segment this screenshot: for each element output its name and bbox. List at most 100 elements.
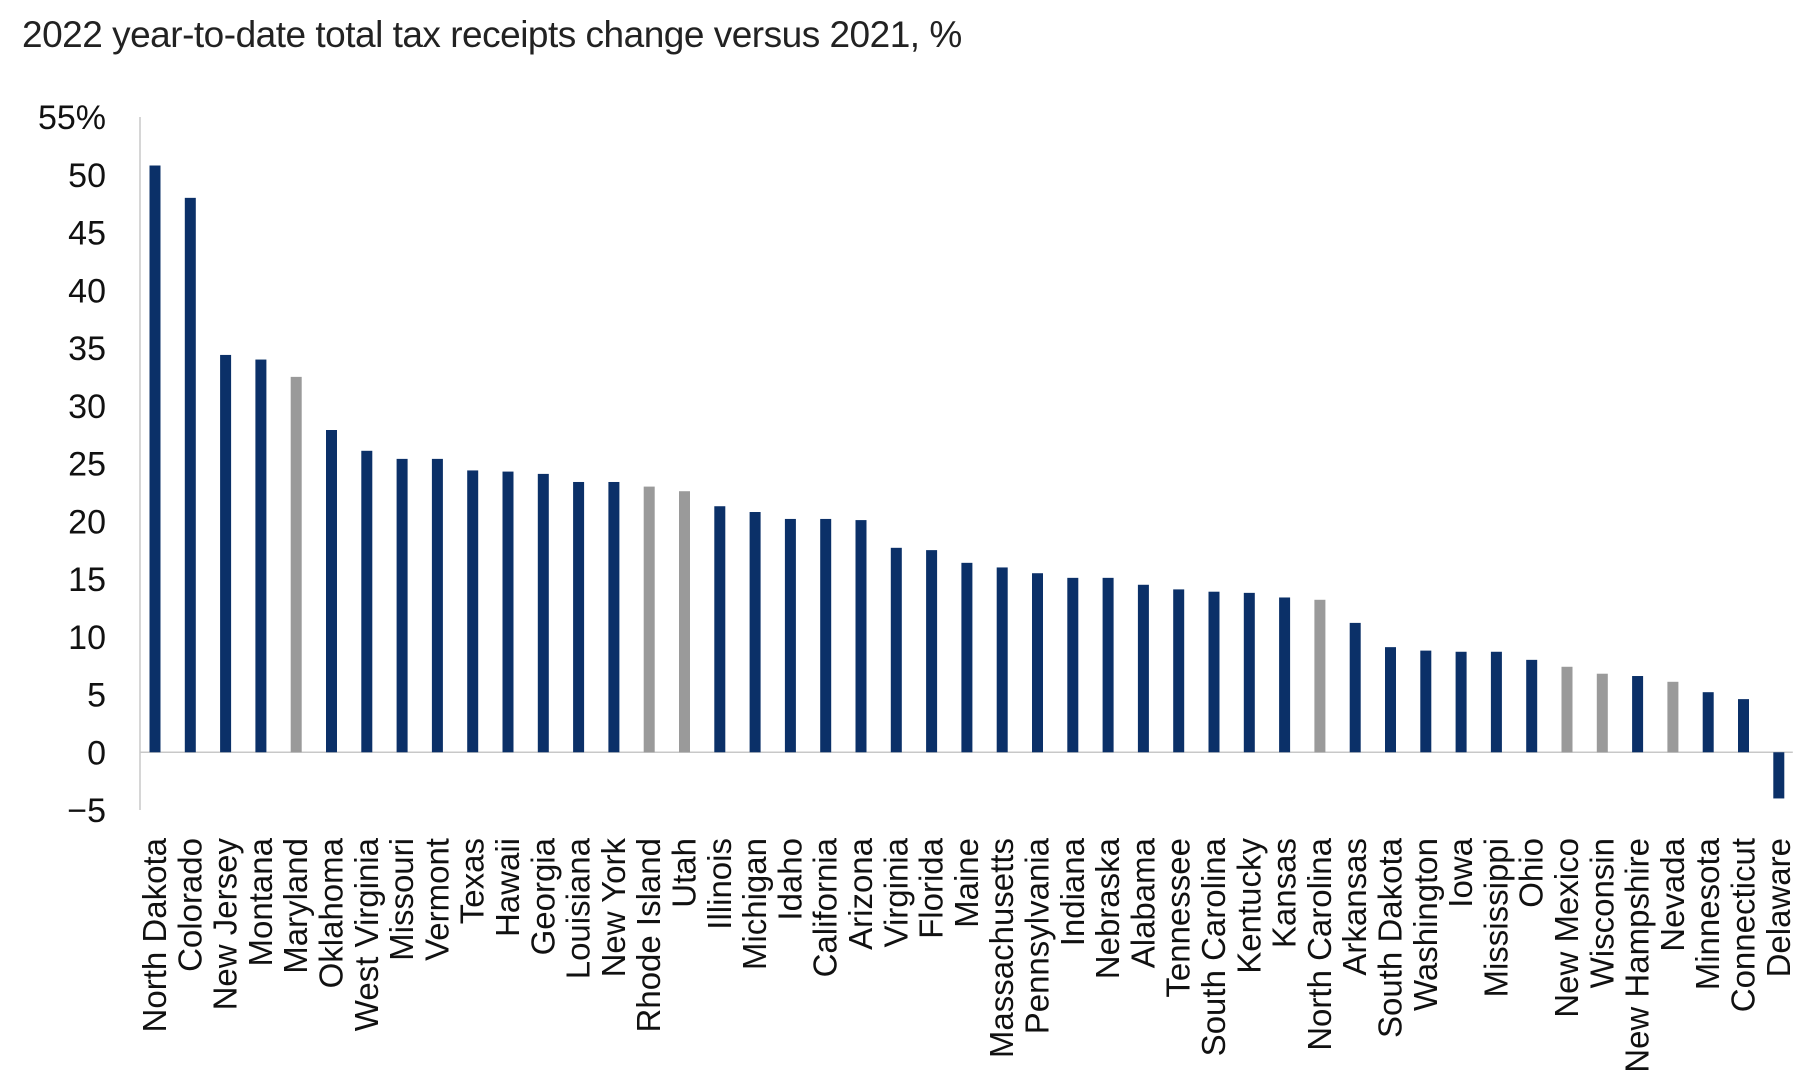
bar [1526, 659, 1538, 753]
x-tick-label: North Dakota [136, 837, 173, 1032]
bar [1738, 699, 1749, 753]
bar [1773, 752, 1785, 799]
bar [184, 197, 196, 753]
chart-title: 2022 year-to-date total tax receipts cha… [22, 14, 962, 55]
x-tick-label: Montana [242, 837, 279, 966]
bar [714, 506, 726, 753]
x-tick-label: Missouri [383, 838, 420, 961]
x-tick-label: Idaho [771, 838, 808, 921]
x-tick-label: Florida [913, 837, 950, 939]
x-tick-label: Texas [454, 838, 491, 924]
x-tick-label: Utah [666, 838, 703, 908]
x-tick-label: Rhode Island [630, 838, 667, 1032]
y-tick-label: 55% [38, 99, 106, 137]
x-tick-label: Arkansas [1336, 838, 1373, 976]
x-tick-label: Kentucky [1230, 838, 1267, 974]
bar [1561, 666, 1573, 753]
y-tick-label: −5 [67, 792, 106, 830]
y-tick-label: 0 [87, 734, 106, 772]
bar [361, 450, 373, 753]
bar [255, 359, 267, 753]
bar [1349, 622, 1361, 753]
y-tick-label: 15 [68, 561, 106, 599]
x-tick-label: New Jersey [207, 838, 244, 1011]
bar [996, 567, 1008, 753]
x-tick-label: Arizona [842, 837, 879, 950]
x-tick-label: Oklahoma [313, 837, 350, 988]
x-tick-label: Delaware [1760, 838, 1797, 977]
x-tick-label: New Mexico [1548, 838, 1585, 1018]
x-tick-label: Kansas [1266, 838, 1303, 948]
bar [1102, 577, 1114, 753]
bar [1385, 647, 1396, 753]
bar [961, 562, 973, 753]
x-tick-label: Iowa [1442, 837, 1479, 907]
bar [220, 354, 232, 753]
x-tick-label: Minnesota [1689, 837, 1726, 990]
x-tick-label: New York [595, 838, 632, 978]
bar [926, 550, 938, 753]
y-tick-label: 5 [87, 677, 106, 715]
x-tick-label: Colorado [171, 838, 208, 972]
x-tick-label: Washington [1407, 838, 1444, 1011]
bar [467, 470, 479, 753]
bar [1173, 589, 1185, 753]
bar [431, 458, 443, 753]
x-tick-label: Virginia [877, 837, 914, 947]
x-tick-label: Mississippi [1477, 838, 1514, 998]
x-tick-label: Indiana [1054, 837, 1091, 946]
bar [1702, 692, 1714, 753]
bar [1279, 597, 1291, 753]
x-tick-label: Vermont [418, 838, 455, 961]
y-tick-label: 45 [68, 215, 106, 253]
bar [855, 520, 867, 753]
x-tick-label: Michigan [736, 838, 773, 970]
bar [608, 481, 620, 753]
bar [749, 512, 761, 753]
bar [149, 165, 161, 753]
bar [1632, 676, 1644, 753]
x-tick-label: Alabama [1124, 837, 1161, 968]
bar [1208, 591, 1220, 753]
bar [290, 376, 302, 753]
y-tick-label: 20 [68, 503, 106, 541]
bar [326, 430, 337, 753]
x-tick-label: West Virginia [348, 837, 385, 1031]
x-tick-label: Louisiana [560, 837, 597, 979]
y-tick-label: 25 [68, 446, 106, 484]
x-tick-label: Ohio [1513, 838, 1550, 908]
x-tick-label: Hawaii [489, 838, 526, 937]
bar [820, 518, 832, 753]
bar [573, 481, 585, 753]
x-tick-label: Illinois [701, 838, 738, 930]
x-tick-label: Maine [948, 838, 985, 928]
bar [396, 458, 408, 753]
bar [502, 471, 514, 753]
y-tick-label: 10 [68, 619, 106, 657]
bar [1243, 592, 1255, 753]
bar [1455, 651, 1467, 753]
x-tick-label: Nevada [1654, 837, 1691, 951]
bar [1667, 681, 1679, 753]
x-tick-label: South Dakota [1372, 837, 1409, 1038]
x-tick-label: Maryland [277, 838, 314, 974]
y-tick-label: 50 [68, 157, 106, 195]
bar [784, 518, 796, 753]
bar [890, 547, 902, 753]
x-tick-label: Wisconsin [1583, 838, 1620, 988]
bar [1596, 673, 1608, 753]
x-tick-label: Georgia [524, 837, 561, 955]
x-tick-label: South Carolina [1195, 837, 1232, 1056]
x-tick-label: Massachusetts [983, 838, 1020, 1058]
y-tick-label: 40 [68, 272, 106, 310]
bar [1314, 599, 1326, 753]
bar [1067, 577, 1079, 753]
x-tick-label: Tennessee [1160, 838, 1197, 998]
x-tick-label: New Hampshire [1619, 838, 1656, 1073]
bar [1137, 584, 1149, 753]
x-tick-label: North Carolina [1301, 837, 1338, 1050]
x-tick-label: Nebraska [1089, 837, 1126, 979]
bar [643, 486, 655, 753]
